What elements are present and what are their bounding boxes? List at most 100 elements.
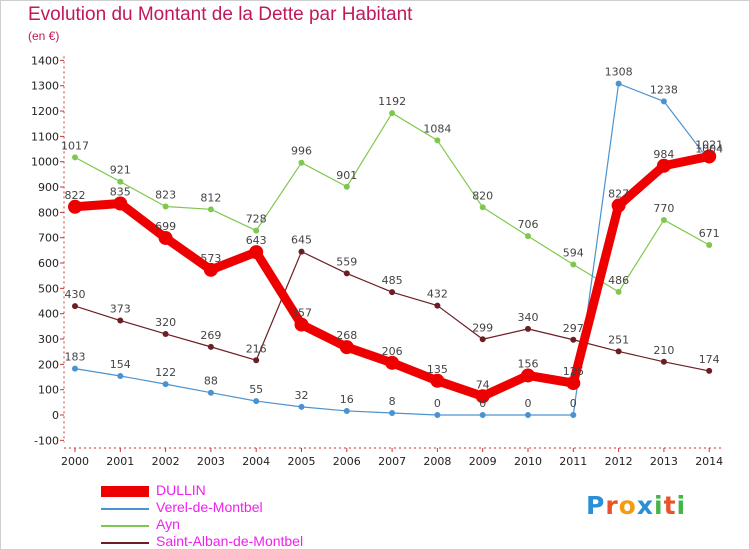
x-tick-label: 2009 bbox=[469, 455, 497, 468]
data-point bbox=[339, 340, 354, 355]
data-label: 0 bbox=[525, 397, 532, 410]
logo-letter: o bbox=[618, 491, 637, 520]
legend-label: DULLIN bbox=[156, 482, 206, 498]
data-point bbox=[117, 372, 124, 379]
data-label: 820 bbox=[472, 189, 493, 202]
y-tick-label: 1200 bbox=[31, 105, 59, 118]
data-label: 154 bbox=[110, 358, 131, 371]
data-point bbox=[570, 412, 577, 418]
data-label: 706 bbox=[518, 218, 539, 231]
data-label: 432 bbox=[427, 288, 448, 301]
legend-swatch bbox=[101, 508, 149, 510]
data-point bbox=[430, 373, 445, 388]
data-point bbox=[68, 199, 82, 214]
data-label: 996 bbox=[291, 145, 312, 158]
series-saint-alban-de-montbel bbox=[72, 248, 713, 374]
data-label: 32 bbox=[295, 389, 309, 402]
data-label: 1238 bbox=[650, 83, 678, 96]
data-point bbox=[389, 289, 396, 296]
data-point bbox=[298, 403, 305, 410]
data-label: 1192 bbox=[378, 95, 406, 108]
y-tick-label: 1400 bbox=[31, 54, 59, 67]
data-point bbox=[615, 348, 622, 355]
x-axis-ticks: 2000 2001 2002 2003 2004 2005 2006 2007 2008 2009… bbox=[61, 448, 723, 468]
logo-letter: t bbox=[663, 491, 677, 520]
data-label: 823 bbox=[155, 189, 176, 202]
data-point bbox=[521, 368, 535, 383]
legend-item: DULLIN bbox=[101, 482, 361, 500]
data-point bbox=[660, 98, 667, 105]
data-label: 921 bbox=[110, 164, 131, 177]
data-label: 1308 bbox=[605, 66, 633, 79]
data-point bbox=[162, 330, 169, 337]
data-point bbox=[570, 336, 577, 343]
y-tick-label: 0 bbox=[52, 409, 59, 422]
data-point bbox=[479, 412, 486, 418]
legend-label: Ayn bbox=[156, 516, 180, 532]
y-tick-label: 1000 bbox=[31, 156, 59, 169]
y-tick-label: 200 bbox=[38, 358, 59, 371]
x-tick-label: 2000 bbox=[61, 455, 89, 468]
data-point bbox=[660, 216, 667, 223]
y-tick-label: 800 bbox=[38, 206, 59, 219]
logo-letter: i bbox=[676, 491, 687, 520]
data-label: 297 bbox=[563, 322, 584, 335]
data-label: 16 bbox=[340, 393, 354, 406]
legend-item: Ayn bbox=[101, 516, 361, 534]
series-layer bbox=[68, 80, 717, 418]
data-label: 485 bbox=[382, 274, 403, 287]
data-point bbox=[158, 230, 173, 245]
data-point bbox=[389, 110, 396, 117]
data-point bbox=[434, 412, 441, 418]
y-tick-label: 400 bbox=[38, 308, 59, 321]
data-label: 126 bbox=[563, 365, 584, 378]
data-label: 210 bbox=[653, 344, 674, 357]
data-label: 643 bbox=[246, 234, 267, 247]
data-label: 0 bbox=[434, 397, 441, 410]
logo-letter: r bbox=[605, 491, 619, 520]
data-point bbox=[702, 149, 717, 164]
legend-item: Saint-Alban-de-Montbel bbox=[101, 533, 361, 549]
data-point bbox=[253, 357, 260, 364]
y-tick-label: 500 bbox=[38, 282, 59, 295]
series-verel-de-montbel bbox=[72, 80, 713, 418]
y-axis-ticks: -100 0 100 200 300 400 500 600 700 800 900 1000 1100… bbox=[31, 54, 64, 447]
data-label: 770 bbox=[653, 202, 674, 215]
data-label: 174 bbox=[699, 353, 720, 366]
data-point bbox=[207, 206, 214, 213]
data-point bbox=[162, 381, 169, 388]
data-point bbox=[566, 376, 581, 391]
data-label: 573 bbox=[200, 252, 221, 265]
data-point bbox=[72, 154, 78, 161]
data-point bbox=[343, 270, 350, 277]
data-point bbox=[294, 317, 309, 332]
x-tick-label: 2001 bbox=[106, 455, 134, 468]
axes bbox=[63, 56, 721, 449]
data-label: 320 bbox=[155, 316, 176, 329]
data-point bbox=[434, 137, 441, 144]
data-label: 671 bbox=[699, 227, 720, 240]
data-point bbox=[615, 80, 622, 87]
data-label: 55 bbox=[249, 383, 263, 396]
y-tick-label: 600 bbox=[38, 257, 59, 270]
legend-item: Verel-de-Montbel bbox=[101, 499, 361, 517]
data-label: 594 bbox=[563, 247, 584, 260]
x-tick-label: 2007 bbox=[378, 455, 406, 468]
data-point bbox=[611, 198, 626, 213]
data-point bbox=[434, 302, 441, 309]
data-label: 183 bbox=[65, 351, 86, 364]
data-label: 645 bbox=[291, 234, 312, 247]
series-dullin bbox=[68, 149, 717, 404]
data-label: 269 bbox=[200, 329, 221, 342]
data-label: 88 bbox=[204, 375, 218, 388]
proxiti-logo: Proxiti bbox=[586, 491, 686, 520]
y-tick-label: 100 bbox=[38, 384, 59, 397]
data-point bbox=[203, 262, 218, 277]
legend-label: Verel-de-Montbel bbox=[156, 499, 263, 515]
data-label: 835 bbox=[110, 185, 131, 198]
x-tick-label: 2011 bbox=[559, 455, 587, 468]
x-tick-label: 2005 bbox=[288, 455, 316, 468]
data-label: 0 bbox=[570, 397, 577, 410]
x-tick-label: 2002 bbox=[152, 455, 180, 468]
